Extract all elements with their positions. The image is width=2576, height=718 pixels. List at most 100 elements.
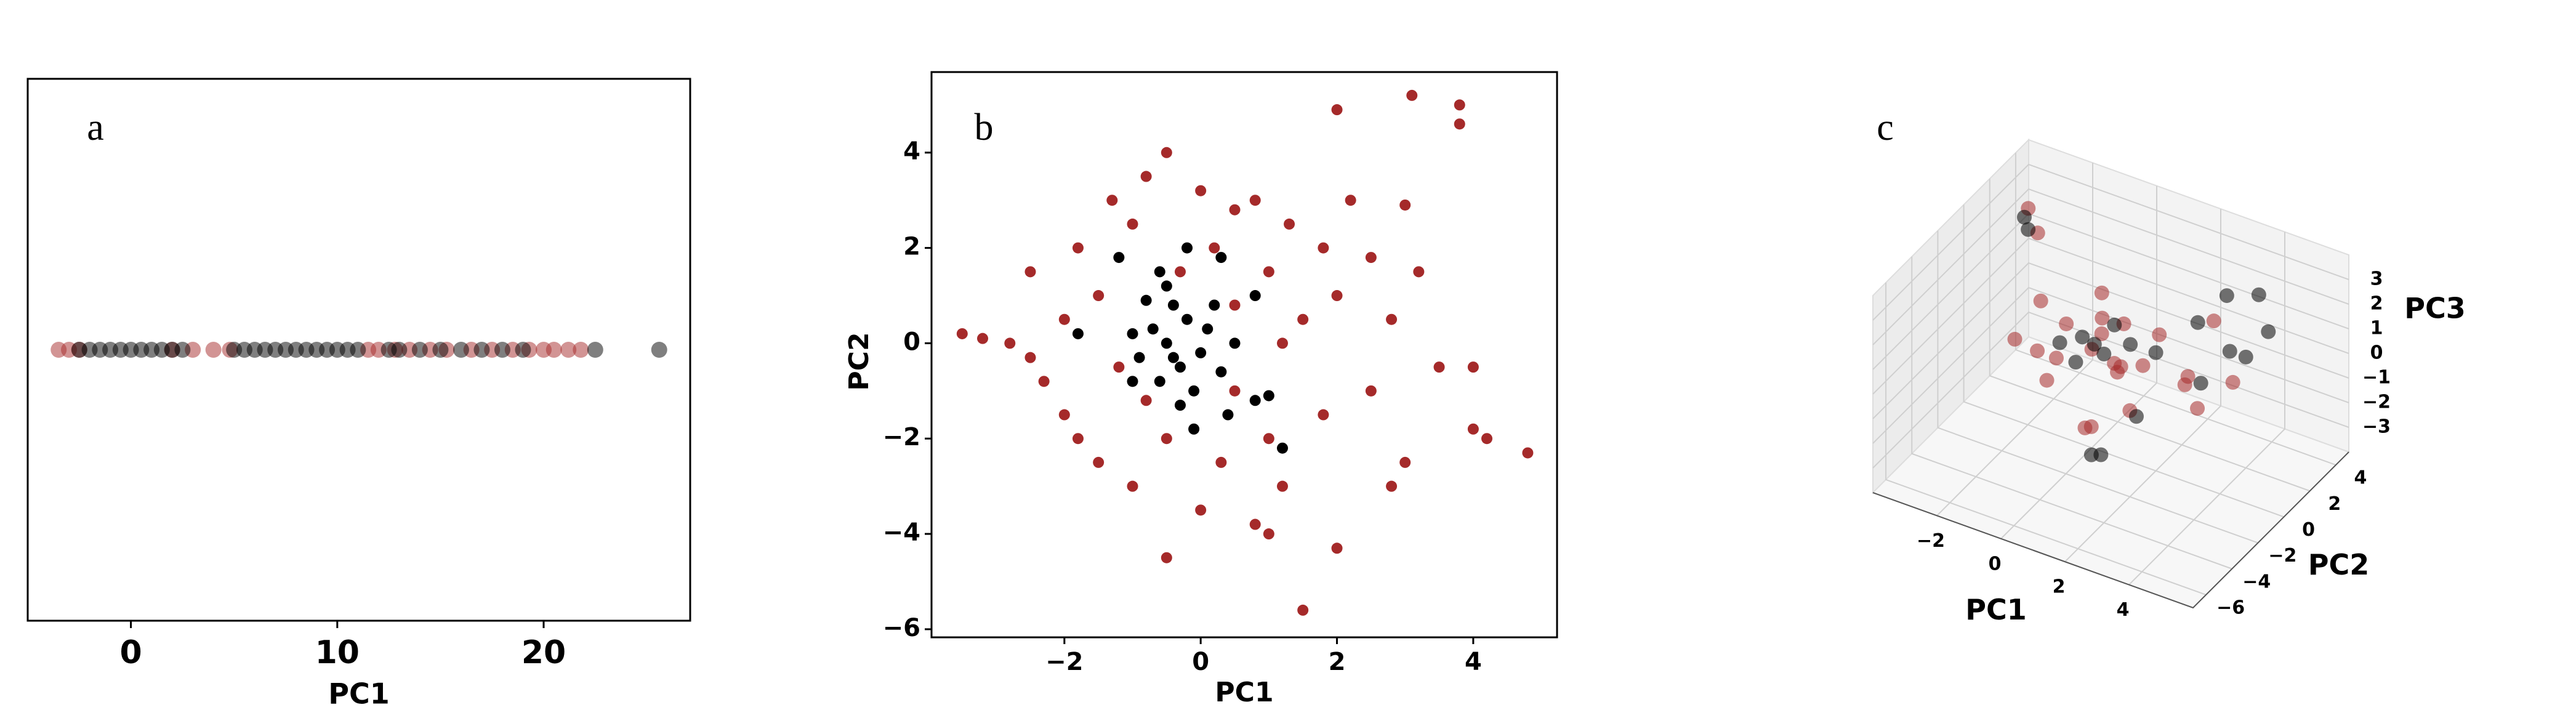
point [2261,324,2276,339]
point [2225,374,2240,390]
point [1215,366,1227,377]
point [1174,400,1186,411]
point [2068,355,2083,370]
point [1072,242,1084,254]
point [2190,315,2205,330]
point [587,342,603,358]
x-tick-label: 4 [1465,648,1482,676]
point [2152,327,2167,342]
y-tick-label: 0 [2302,519,2315,541]
grid-line [2015,153,2337,466]
panel-letter: b [975,107,994,148]
point [2128,409,2144,424]
point [1113,252,1125,264]
grid-line [1989,179,2311,492]
point [1276,337,1288,349]
point [1263,390,1274,401]
point [2190,401,2205,416]
point [1331,104,1343,116]
point [2030,343,2045,358]
grid-line [1937,230,2258,544]
point [1154,376,1165,387]
point [1249,195,1261,206]
z-tick-label: 1 [2370,318,2383,339]
point [1195,504,1207,516]
point [1174,361,1186,373]
z-axis-label: PC3 [2404,292,2465,325]
grid-line [2000,185,2157,539]
z-tick-label: −3 [2362,416,2391,438]
point [1154,266,1165,278]
point [1284,218,1295,230]
y-axis-label: PC2 [843,332,875,390]
panel-letter: a [87,107,104,148]
z-tick-label: 3 [2370,268,2383,290]
point [1263,433,1274,445]
point [1093,290,1105,302]
y-tick-label: −6 [883,614,920,642]
x-tick-label: 2 [1329,648,1346,676]
point [1181,242,1193,254]
point [2094,326,2109,341]
point [2177,377,2192,392]
point [1167,352,1179,363]
y-axis-label: PC2 [2308,548,2369,581]
x-tick-label: −2 [1045,648,1083,676]
point [545,342,562,358]
point [2135,358,2151,373]
point [1188,423,1200,435]
y-tick-label: 0 [903,328,920,356]
point [1345,195,1356,206]
point [1058,409,1070,421]
point [1161,433,1172,445]
y-tick-label: −2 [883,423,920,451]
point [1399,456,1411,468]
point [1386,480,1398,492]
point [1249,518,1261,530]
point [2039,373,2055,388]
point [1318,242,1329,254]
point [1127,328,1138,339]
point [1413,266,1425,278]
point [1202,323,1214,335]
y-tick-label: 2 [2328,493,2341,515]
point [956,328,968,339]
point [1093,456,1105,468]
y-tick-label: 4 [903,137,920,166]
panel-letter: c [1877,107,1894,148]
y-tick-label: −2 [2268,545,2296,567]
point [411,342,428,358]
point [515,342,531,358]
point [2096,346,2112,361]
point [1058,313,1070,325]
point [1229,337,1241,349]
point [1365,385,1377,397]
point [1024,352,1036,363]
point [1195,347,1207,358]
point [1467,423,1479,435]
x-tick-label: 4 [2117,599,2130,621]
point [1140,395,1152,406]
point [1406,89,1418,101]
y-tick-label: −4 [2242,571,2271,592]
y-tick-label: −6 [2216,597,2245,618]
point [1161,337,1172,349]
point [1249,395,1261,406]
point [651,342,667,358]
point [2148,345,2163,360]
point [573,342,589,358]
point [1297,313,1309,325]
x-axis-label: PC1 [1965,593,2026,626]
point [432,342,449,358]
x-tick-label: 2 [2053,576,2066,598]
point [1038,376,1050,387]
x-tick-label: 0 [1192,648,1209,676]
point [1454,99,1465,111]
point [2095,310,2110,326]
point [1133,352,1145,363]
point [205,342,222,358]
point [1127,376,1138,387]
point [2251,287,2266,302]
